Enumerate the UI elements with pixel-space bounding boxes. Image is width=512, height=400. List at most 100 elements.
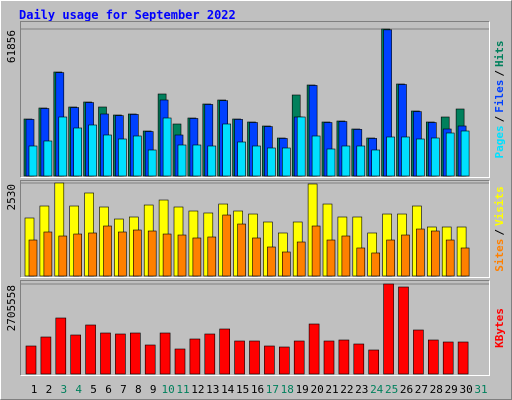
bar bbox=[326, 148, 336, 177]
bar bbox=[341, 145, 351, 177]
x-tick-label: 10 bbox=[161, 383, 174, 396]
bar bbox=[58, 235, 68, 277]
x-tick-label: 29 bbox=[445, 383, 458, 396]
bar bbox=[159, 332, 171, 375]
bar bbox=[460, 247, 470, 277]
legend-separator: / bbox=[493, 229, 506, 236]
bar bbox=[430, 230, 440, 277]
x-tick-label: 16 bbox=[251, 383, 264, 396]
bar bbox=[460, 130, 470, 177]
bar bbox=[204, 333, 216, 375]
x-tick-label: 9 bbox=[150, 383, 157, 396]
bar bbox=[88, 232, 97, 277]
bar bbox=[267, 147, 276, 177]
x-tick-label: 8 bbox=[135, 383, 142, 396]
x-tick-label: 30 bbox=[459, 383, 472, 396]
bar bbox=[115, 333, 126, 375]
bar bbox=[371, 149, 381, 177]
x-tick-label: 20 bbox=[310, 383, 323, 396]
bar bbox=[252, 237, 261, 277]
bar bbox=[70, 334, 81, 375]
x-tick-label: 4 bbox=[75, 383, 82, 396]
x-tick-label: 25 bbox=[385, 383, 398, 396]
bar bbox=[25, 345, 37, 375]
x-tick-label: 31 bbox=[474, 383, 487, 396]
bar bbox=[73, 233, 82, 277]
bar bbox=[192, 144, 202, 177]
y-tick-label: 2530 bbox=[5, 184, 18, 211]
x-tick-label: 5 bbox=[90, 383, 97, 396]
bar bbox=[28, 145, 38, 177]
bar bbox=[457, 341, 469, 375]
bar bbox=[237, 141, 246, 177]
bar bbox=[267, 246, 276, 277]
bar bbox=[162, 117, 172, 177]
bar bbox=[103, 225, 112, 277]
x-tick-label: 24 bbox=[370, 383, 384, 396]
bar bbox=[28, 239, 38, 277]
bar bbox=[296, 241, 306, 277]
x-tick-label: 6 bbox=[105, 383, 112, 396]
bar bbox=[338, 339, 350, 375]
bar bbox=[252, 145, 261, 177]
bar bbox=[222, 123, 231, 177]
legend-entry: Pages bbox=[493, 125, 506, 158]
x-tick-label: 2 bbox=[46, 383, 53, 396]
panel-edge-dark bbox=[20, 180, 490, 278]
x-tick-label: 12 bbox=[191, 383, 204, 396]
bar bbox=[371, 252, 381, 277]
bar bbox=[311, 225, 321, 277]
x-tick-label: 15 bbox=[236, 383, 249, 396]
legend-entry: Hits bbox=[493, 41, 506, 68]
bar bbox=[234, 340, 245, 375]
panel-edge-dark bbox=[20, 280, 490, 376]
bar bbox=[249, 340, 260, 375]
bar bbox=[353, 343, 365, 375]
x-tick-label: 19 bbox=[296, 383, 309, 396]
bar bbox=[281, 251, 291, 277]
bar bbox=[368, 349, 380, 375]
bar bbox=[219, 328, 230, 375]
bar bbox=[326, 239, 336, 277]
bar bbox=[264, 345, 275, 375]
legend-entry: KBytes bbox=[493, 308, 506, 348]
y-tick-label: 2705558 bbox=[5, 285, 18, 331]
x-tick-label: 1 bbox=[31, 383, 38, 396]
bar bbox=[207, 236, 217, 277]
bar bbox=[103, 134, 112, 177]
x-tick-label: 26 bbox=[400, 383, 413, 396]
bar bbox=[133, 135, 142, 177]
bar bbox=[147, 149, 157, 177]
bar bbox=[401, 136, 410, 177]
x-tick-label: 23 bbox=[355, 383, 368, 396]
bar bbox=[296, 116, 306, 177]
bar bbox=[40, 336, 52, 375]
panel-edge-dark bbox=[20, 21, 490, 178]
bar bbox=[130, 332, 141, 375]
bar bbox=[386, 239, 395, 277]
bar bbox=[445, 239, 455, 277]
bar bbox=[118, 138, 127, 177]
bar bbox=[278, 346, 290, 375]
bar bbox=[174, 348, 186, 375]
legend-separator: / bbox=[493, 115, 506, 122]
legend: Sites / Visits bbox=[493, 186, 506, 272]
x-tick-label: 27 bbox=[415, 383, 428, 396]
x-tick-label: 28 bbox=[430, 383, 443, 396]
bar bbox=[88, 124, 97, 177]
bar bbox=[416, 228, 425, 277]
bar bbox=[356, 145, 366, 177]
bar bbox=[43, 140, 53, 177]
bar bbox=[308, 323, 320, 375]
bar bbox=[430, 137, 440, 177]
chart-title: Daily usage for September 2022 bbox=[19, 8, 236, 22]
bar bbox=[323, 340, 335, 375]
x-tick-label: 18 bbox=[281, 383, 294, 396]
x-tick-label: 21 bbox=[325, 383, 338, 396]
bar bbox=[43, 231, 53, 277]
x-tick-label: 11 bbox=[176, 383, 189, 396]
bar bbox=[192, 237, 202, 277]
bar bbox=[118, 231, 127, 277]
